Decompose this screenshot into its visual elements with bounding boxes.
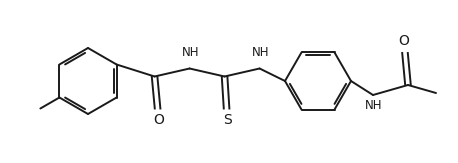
Text: O: O <box>398 34 409 48</box>
Text: NH: NH <box>365 99 383 112</box>
Text: O: O <box>153 112 164 126</box>
Text: NH: NH <box>182 45 199 59</box>
Text: S: S <box>223 112 232 126</box>
Text: NH: NH <box>252 45 269 59</box>
